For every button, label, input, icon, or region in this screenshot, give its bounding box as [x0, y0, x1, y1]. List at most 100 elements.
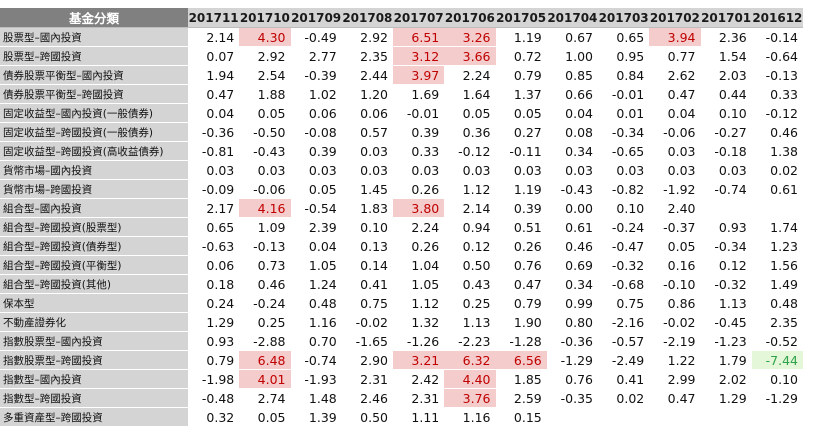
table-cell: 0.33 [393, 141, 445, 161]
table-cell: 2.92 [341, 27, 393, 47]
table-cell: 1.83 [341, 198, 393, 218]
table-cell: -0.36 [188, 122, 240, 142]
row-label: 不動產證券化 [0, 312, 188, 332]
row-label: 股票型–跨國投資 [0, 46, 188, 66]
table-cell: 0.03 [495, 160, 547, 180]
table-cell: -0.63 [188, 236, 240, 256]
table-cell: 2.24 [393, 217, 445, 237]
table-cell: 2.14 [444, 198, 496, 218]
table-cell: 2.24 [444, 65, 496, 85]
table-cell: 2.31 [393, 388, 445, 408]
table-cell: 0.41 [598, 369, 650, 389]
table-cell: 1.32 [393, 312, 445, 332]
table-cell: -0.50 [239, 122, 291, 142]
table-cell: 0.44 [700, 84, 752, 104]
table-cell: 0.03 [290, 160, 342, 180]
table-cell: 1.54 [700, 46, 752, 66]
table-cell: 0.95 [598, 46, 650, 66]
table-cell: 0.02 [751, 160, 803, 180]
table-cell: -0.32 [598, 255, 650, 275]
table-cell: -0.57 [598, 331, 650, 351]
table-cell: -0.34 [700, 236, 752, 256]
table-cell: 0.08 [546, 122, 598, 142]
table-cell: -1.29 [546, 350, 598, 370]
table-row: 指數股票型–國內投資 0.93 -2.88 0.70 -1.65 -1.26 -2.23 -1… [0, 331, 803, 351]
column-header: 201612 [751, 8, 803, 28]
table-cell: 0.10 [700, 103, 752, 123]
table-cell: 1.19 [495, 27, 547, 47]
table-cell: 2.77 [290, 46, 342, 66]
table-cell: 0.79 [188, 350, 240, 370]
table-cell: 0.10 [751, 369, 803, 389]
table-cell: 0.70 [290, 331, 342, 351]
table-cell: 2.92 [239, 46, 291, 66]
table-cell: -2.49 [598, 350, 650, 370]
table-cell: 1.16 [444, 407, 496, 427]
row-label: 貨幣市場–國內投資 [0, 160, 188, 180]
table-cell: 0.03 [649, 160, 701, 180]
table-cell: -1.65 [341, 331, 393, 351]
row-label: 組合型–跨國投資(債券型) [0, 236, 188, 256]
table-row: 保本型 0.24 -0.24 0.48 0.75 1.12 0.25 0.79 0.99 0.75… [0, 293, 803, 313]
fund-performance-table: 基金分類 201711 201710 201709 201708 201707 20170… [0, 8, 803, 427]
column-header: 201711 [188, 8, 240, 28]
table-cell: -0.35 [546, 388, 598, 408]
table-cell: -0.65 [598, 141, 650, 161]
table-cell: 3.12 [393, 46, 445, 66]
table-cell: 0.02 [598, 388, 650, 408]
table-cell: 0.86 [649, 293, 701, 313]
table-cell: 0.10 [598, 198, 650, 218]
table-cell: 2.44 [341, 65, 393, 85]
table-cell: 1.13 [700, 293, 752, 313]
table-cell: 2.39 [290, 217, 342, 237]
table-cell: -0.74 [700, 179, 752, 199]
table-cell: 1.49 [751, 274, 803, 294]
table-cell: 0.36 [444, 122, 496, 142]
table-cell: 0.69 [546, 255, 598, 275]
table-body: 股票型–國內投資 2.14 4.30 -0.49 2.92 6.51 3.26 1.19 0.6… [0, 27, 803, 427]
table-cell: 0.48 [290, 293, 342, 313]
table-cell: 0.33 [751, 84, 803, 104]
table-cell: 0.32 [188, 407, 240, 427]
table-cell: 1.05 [393, 274, 445, 294]
row-label: 指數型–國內投資 [0, 369, 188, 389]
table-cell: 0.03 [239, 160, 291, 180]
table-row: 組合型–跨國投資(其他) 0.18 0.46 1.24 0.41 1.05 0.43 0.47… [0, 274, 803, 294]
table-cell: 0.75 [341, 293, 393, 313]
table-cell: 0.99 [546, 293, 598, 313]
table-cell: 4.16 [239, 198, 291, 218]
table-cell: -0.32 [700, 274, 752, 294]
table-cell: 0.01 [598, 103, 650, 123]
table-cell: 1.74 [751, 217, 803, 237]
table-cell: 0.39 [495, 198, 547, 218]
table-cell: 0.03 [598, 160, 650, 180]
table-row: 固定收益型–國內投資(一般債券) 0.04 0.05 0.06 0.06 -0.01 0.0… [0, 103, 803, 123]
table-cell: -1.26 [393, 331, 445, 351]
table-cell: 2.59 [495, 388, 547, 408]
table-cell [598, 407, 650, 427]
row-label: 指數型–跨國投資 [0, 388, 188, 408]
table-cell: 1.45 [341, 179, 393, 199]
table-cell: 0.03 [341, 160, 393, 180]
table-cell: 0.50 [444, 255, 496, 275]
table-cell: 0.80 [546, 312, 598, 332]
table-cell: 0.76 [546, 369, 598, 389]
table-cell: 6.32 [444, 350, 496, 370]
column-header: 201709 [290, 8, 342, 28]
table-cell: -0.64 [751, 46, 803, 66]
table-cell: -2.88 [239, 331, 291, 351]
table-cell: 0.26 [393, 179, 445, 199]
table-cell: -1.98 [188, 369, 240, 389]
table-cell [649, 407, 701, 427]
table-cell: -0.24 [239, 293, 291, 313]
table-cell: -0.47 [598, 236, 650, 256]
table-cell: 0.46 [546, 236, 598, 256]
table-cell: -0.13 [239, 236, 291, 256]
table-cell: -7.44 [751, 350, 803, 370]
table-cell: 0.06 [290, 103, 342, 123]
table-cell: 0.06 [341, 103, 393, 123]
table-cell: -2.16 [598, 312, 650, 332]
table-cell: 1.05 [290, 255, 342, 275]
table-cell: 0.03 [700, 160, 752, 180]
table-cell: 0.47 [188, 84, 240, 104]
